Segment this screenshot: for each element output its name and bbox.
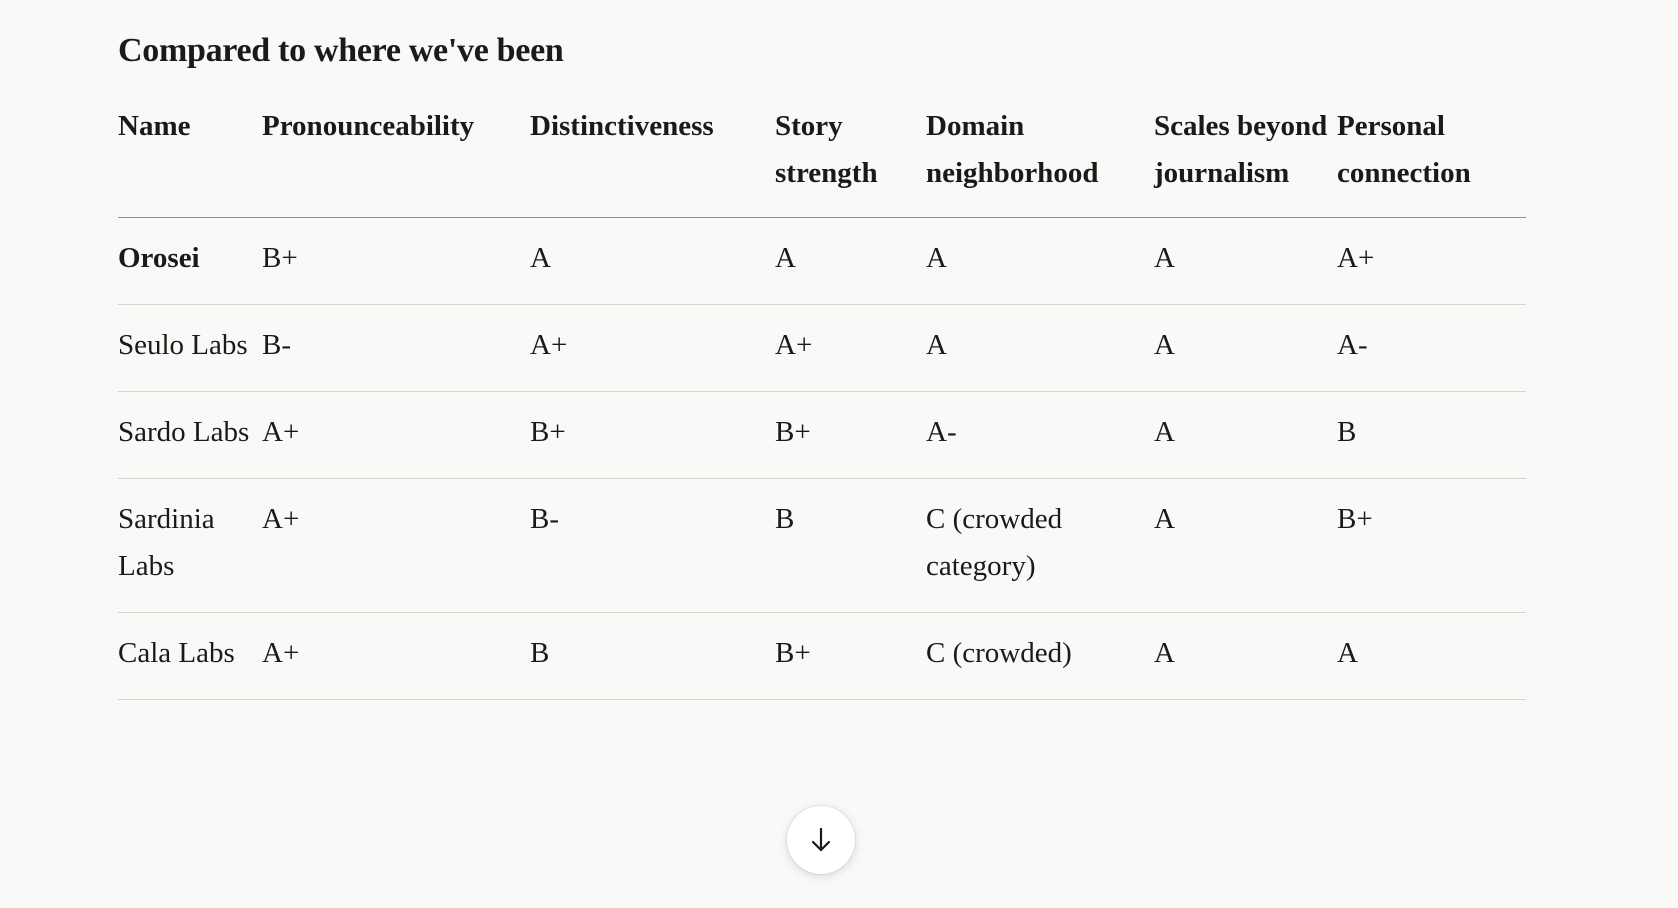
row-name: Sardinia Labs [118,478,262,613]
table-row: Cala Labs A+ B B+ C (crowded) A A [118,612,1526,700]
cell-domain-neighborhood: C (crowded) [926,612,1154,700]
row-name: Sardo Labs [118,391,262,479]
cell-story-strength: B [775,478,926,613]
cell-scales-beyond-journalism: A [1154,217,1337,305]
arrow-down-icon [806,825,836,855]
row-name: Seulo Labs [118,304,262,392]
cell-story-strength: B+ [775,391,926,479]
cell-pronounceability: B+ [262,217,530,305]
cell-scales-beyond-journalism: A [1154,612,1337,700]
table-body: Orosei B+ A A A A A+ Seulo Labs B- A+ A+… [118,217,1526,700]
table-row: Orosei B+ A A A A A+ [118,217,1526,305]
cell-pronounceability: B- [262,304,530,392]
cell-story-strength: A+ [775,304,926,392]
row-name: Orosei [118,217,262,305]
column-header-distinctiveness: Distinctiveness [530,103,775,218]
header-row: Name Pronounceability Distinctiveness St… [118,103,1526,218]
table-row: Sardinia Labs A+ B- B C (crowded categor… [118,478,1526,613]
column-header-name: Name [118,103,262,218]
cell-scales-beyond-journalism: A [1154,391,1337,479]
section-heading: Compared to where we've been [118,32,564,69]
cell-pronounceability: A+ [262,391,530,479]
cell-domain-neighborhood: C (crowded category) [926,478,1154,613]
cell-story-strength: B+ [775,612,926,700]
column-header-domain-neighborhood: Domain neighborhood [926,103,1154,218]
cell-scales-beyond-journalism: A [1154,304,1337,392]
cell-scales-beyond-journalism: A [1154,478,1337,613]
cell-distinctiveness: B [530,612,775,700]
column-header-scales-beyond-journalism: Scales beyond journalism [1154,103,1337,218]
cell-personal-connection: A- [1337,304,1526,392]
comparison-section: Compared to where we've been Name Pronou… [118,26,1526,700]
column-header-story-strength: Story strength [775,103,926,218]
row-name: Cala Labs [118,612,262,700]
cell-story-strength: A [775,217,926,305]
table-header: Name Pronounceability Distinctiveness St… [118,103,1526,218]
column-header-pronounceability: Pronounceability [262,103,530,218]
cell-distinctiveness: B+ [530,391,775,479]
comparison-table: Name Pronounceability Distinctiveness St… [118,103,1526,700]
cell-domain-neighborhood: A- [926,391,1154,479]
column-header-personal-connection: Personal connection [1337,103,1526,218]
cell-distinctiveness: A+ [530,304,775,392]
cell-personal-connection: B [1337,391,1526,479]
cell-personal-connection: B+ [1337,478,1526,613]
cell-distinctiveness: A [530,217,775,305]
table-row: Sardo Labs A+ B+ B+ A- A B [118,391,1526,479]
cell-domain-neighborhood: A [926,217,1154,305]
table-row: Seulo Labs B- A+ A+ A A A- [118,304,1526,392]
cell-personal-connection: A [1337,612,1526,700]
cell-distinctiveness: B- [530,478,775,613]
cell-domain-neighborhood: A [926,304,1154,392]
cell-pronounceability: A+ [262,478,530,613]
cell-personal-connection: A+ [1337,217,1526,305]
cell-pronounceability: A+ [262,612,530,700]
scroll-down-button[interactable] [787,806,855,874]
